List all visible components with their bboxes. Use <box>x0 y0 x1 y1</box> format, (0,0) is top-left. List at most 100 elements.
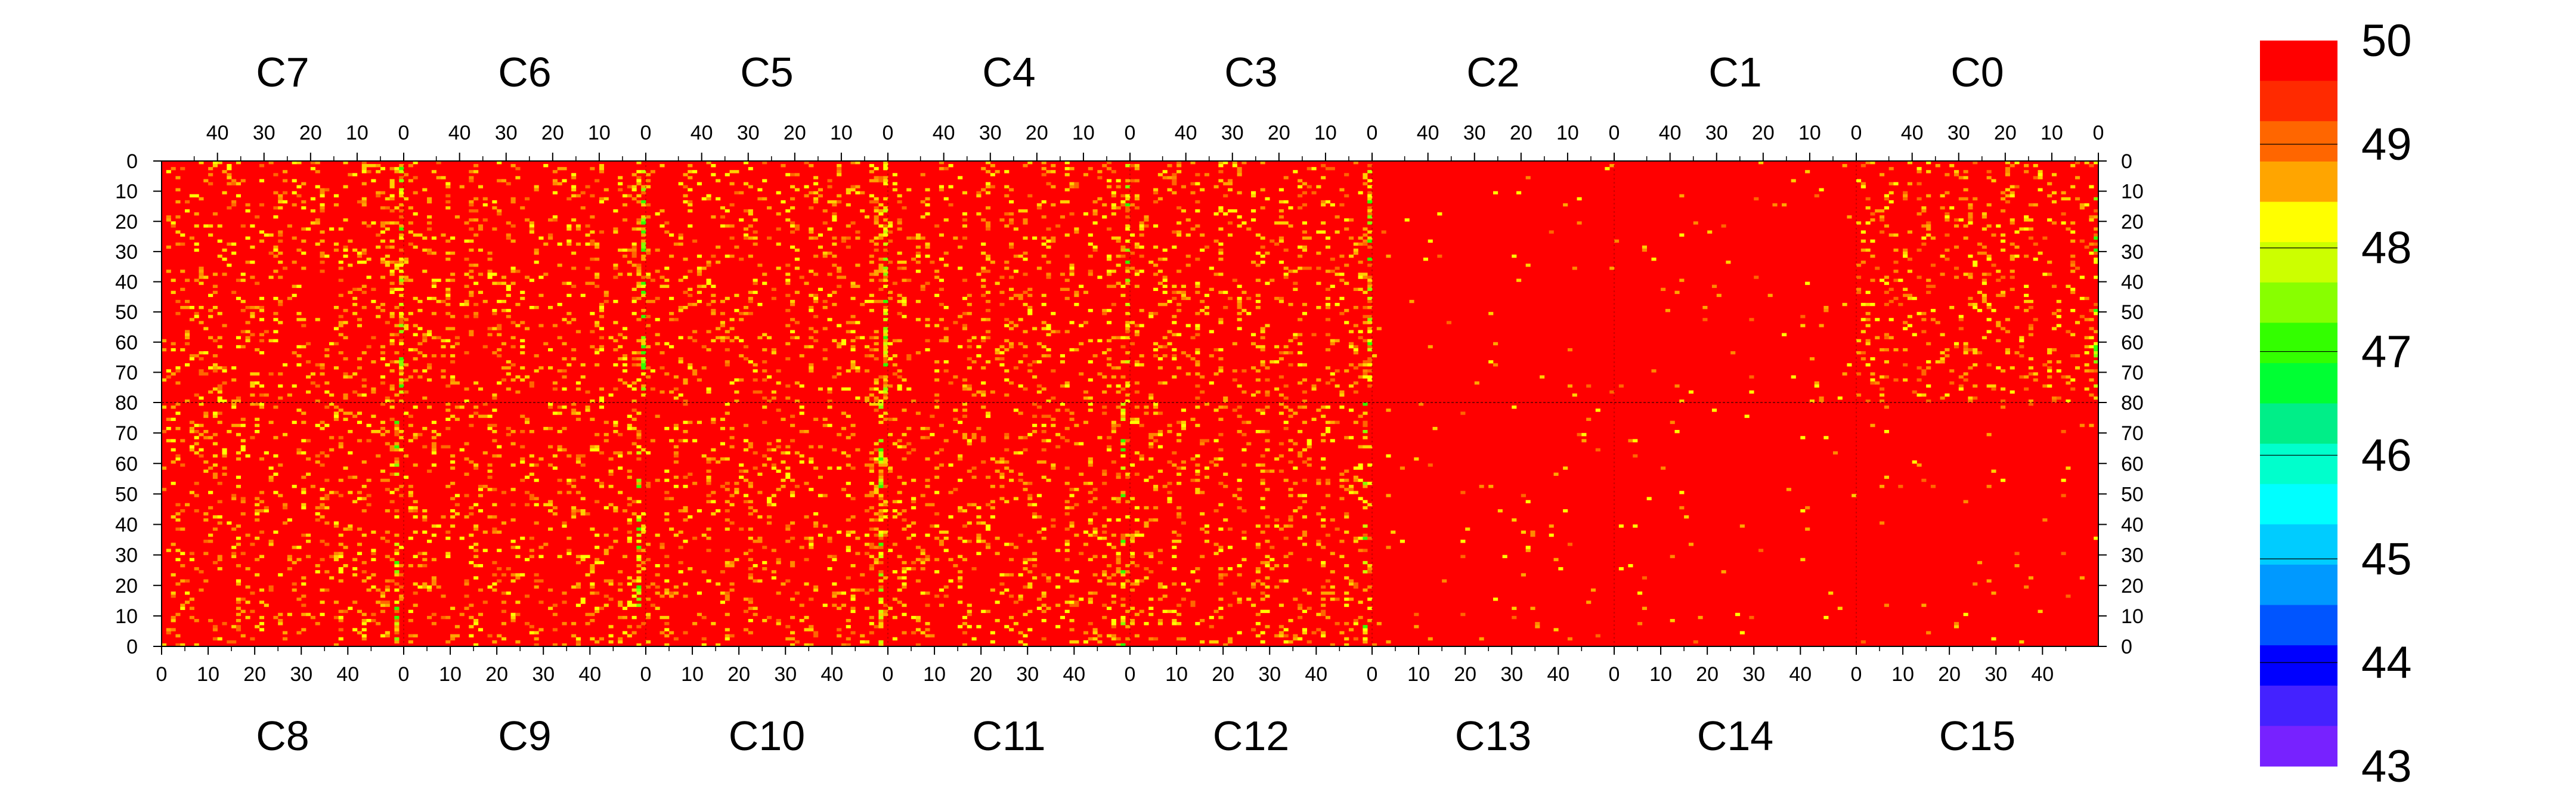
heatmap-cell <box>1367 318 1373 321</box>
heatmap-cell <box>1251 333 1256 336</box>
heatmap-cell <box>245 533 250 537</box>
heatmap-cell <box>436 585 441 589</box>
heatmap-cell <box>688 567 693 571</box>
heatmap-cell <box>878 463 884 467</box>
heatmap-cell <box>869 254 874 258</box>
heatmap-cell <box>394 221 400 225</box>
heatmap-cell <box>548 405 553 409</box>
heatmap-cell <box>2038 251 2043 255</box>
heatmap-cell <box>1125 278 1131 282</box>
heatmap-cell <box>1176 170 1182 174</box>
heatmap-cell <box>641 245 646 249</box>
heatmap-cell <box>1130 164 1135 168</box>
heatmap-cell <box>837 173 842 177</box>
heatmap-cell <box>636 585 642 589</box>
heatmap-cell <box>399 546 404 549</box>
heatmap-cell <box>943 306 949 309</box>
heatmap-cell <box>557 369 562 373</box>
heatmap-cell <box>920 426 925 431</box>
heatmap-cell <box>240 500 246 504</box>
heatmap-cell <box>1577 221 1582 225</box>
heatmap-cell <box>641 281 646 285</box>
heatmap-cell <box>869 278 874 282</box>
heatmap-cell <box>1865 161 1871 165</box>
heatmap-cell <box>613 348 618 352</box>
heatmap-cell <box>1860 239 1866 243</box>
heatmap-cell <box>967 439 972 442</box>
heatmap-cell <box>655 591 660 595</box>
heatmap-cell <box>976 273 982 276</box>
heatmap-cell <box>296 284 302 288</box>
heatmap-cell <box>487 258 493 261</box>
heatmap-cell <box>631 603 637 607</box>
heatmap-cell <box>1898 302 1903 306</box>
heatmap-cell <box>599 345 605 349</box>
heatmap-cell <box>245 306 250 309</box>
heatmap-cell <box>510 546 516 549</box>
heatmap-cell <box>962 191 968 194</box>
heatmap-cell <box>641 191 646 194</box>
heatmap-cell <box>404 173 409 177</box>
heatmap-cell <box>2070 354 2076 358</box>
heatmap-cell <box>962 327 968 330</box>
heatmap-cell <box>618 600 623 604</box>
heatmap-cell <box>543 164 549 168</box>
heatmap-cell <box>199 306 204 309</box>
heatmap-cell <box>510 579 516 583</box>
heatmap-cell <box>240 439 246 442</box>
heatmap-cell <box>1884 375 1889 379</box>
heatmap-cell <box>1549 230 1554 234</box>
heatmap-cell <box>1097 339 1103 343</box>
heatmap-cell <box>1013 324 1018 327</box>
heatmap-cell <box>501 591 507 595</box>
heatmap-cell <box>1181 290 1186 295</box>
heatmap-cell <box>1367 206 1373 210</box>
heatmap-cell <box>180 233 185 237</box>
heatmap-cell <box>501 637 507 641</box>
heatmap-cell <box>743 628 749 631</box>
heatmap-cell <box>809 536 814 540</box>
heatmap-cell <box>706 457 711 461</box>
heatmap-cell <box>995 357 1000 361</box>
heatmap-cell <box>469 227 474 231</box>
heatmap-cell <box>1977 251 1983 255</box>
heatmap-cell <box>454 625 460 628</box>
heatmap-cell <box>357 366 363 370</box>
heatmap-cell <box>162 643 167 647</box>
heatmap-cell <box>837 342 842 346</box>
heatmap-cell <box>902 612 907 617</box>
heatmap-cell <box>1749 390 1754 394</box>
heatmap-cell <box>631 251 637 255</box>
heatmap-cell <box>422 585 428 589</box>
heatmap-cell <box>399 264 404 267</box>
heatmap-cell <box>971 360 977 364</box>
heatmap-cell <box>1973 363 1978 367</box>
heatmap-cell <box>394 463 400 467</box>
heatmap-cell <box>310 381 315 385</box>
heatmap-cell <box>352 475 358 479</box>
heatmap-cell <box>482 402 488 406</box>
heatmap-cell <box>1274 242 1280 246</box>
heatmap-cell <box>813 634 819 637</box>
heatmap-cell <box>185 363 190 367</box>
heatmap-cell <box>1237 306 1242 309</box>
heatmap-cell <box>501 491 507 494</box>
heatmap-cell <box>1977 290 1983 295</box>
heatmap-cell <box>641 527 646 531</box>
heatmap-cell <box>888 606 893 610</box>
heatmap-cell <box>622 218 628 222</box>
heatmap-cell <box>380 603 386 607</box>
heatmap-cell <box>869 299 874 304</box>
heatmap-cell <box>492 351 497 355</box>
heatmap-cell <box>864 463 870 467</box>
heatmap-cell <box>399 278 404 282</box>
heatmap-cell <box>464 302 469 306</box>
heatmap-cell <box>376 600 381 604</box>
heatmap-cell <box>194 242 199 246</box>
heatmap-cell <box>748 236 753 240</box>
heatmap-cell <box>631 254 637 258</box>
heatmap-cell <box>315 423 320 428</box>
heatmap-cell <box>2094 227 2099 231</box>
heatmap-cell <box>799 430 804 434</box>
heatmap-cell <box>1981 227 1987 231</box>
